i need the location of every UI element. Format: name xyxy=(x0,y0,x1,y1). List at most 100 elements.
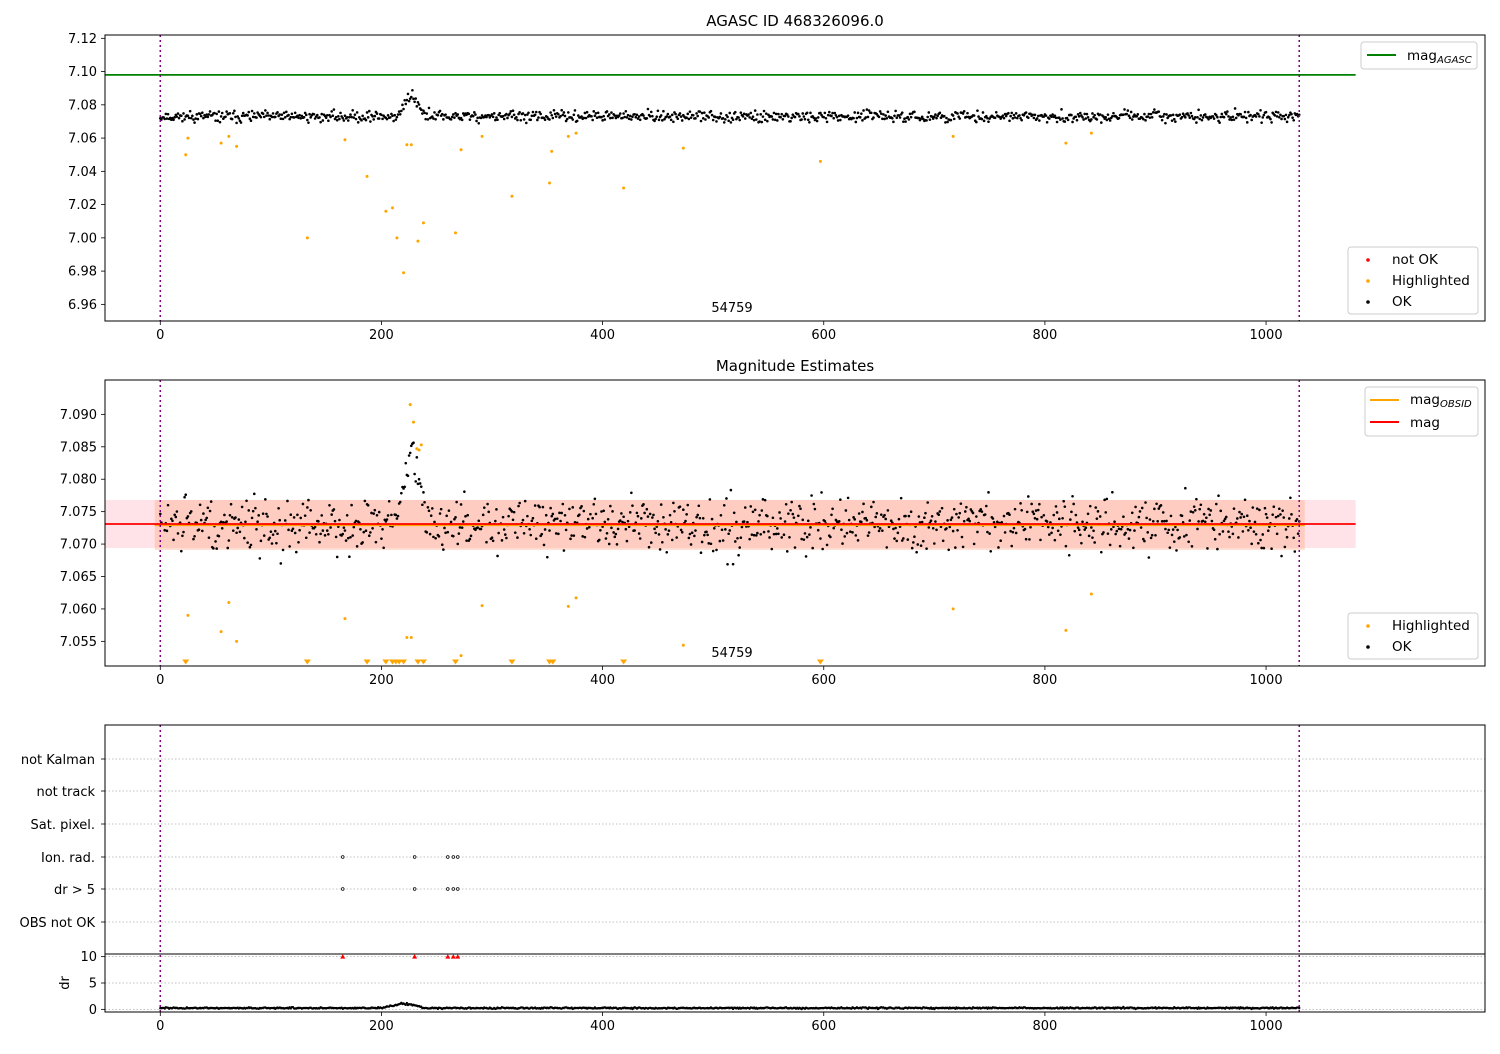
below-range-marker xyxy=(303,659,311,665)
ok-point xyxy=(866,115,870,119)
ok-point xyxy=(1172,540,1176,543)
ok-point xyxy=(933,542,936,545)
ok-point xyxy=(364,118,368,122)
ok-point xyxy=(465,539,468,542)
ok-point xyxy=(1103,498,1106,502)
ok-point xyxy=(754,118,758,121)
ok-point xyxy=(997,546,1000,549)
ok-point xyxy=(1149,536,1153,540)
ok-point xyxy=(592,110,596,113)
ok-point xyxy=(1086,512,1090,516)
ok-point xyxy=(382,546,385,550)
ok-point xyxy=(705,530,708,534)
ok-point xyxy=(402,107,405,111)
ok-point xyxy=(1081,115,1084,119)
ok-point xyxy=(189,116,193,120)
ok-point xyxy=(1011,530,1015,534)
ok-point xyxy=(726,562,729,566)
ok-point xyxy=(1295,112,1299,116)
ok-point xyxy=(1154,533,1157,537)
ok-point xyxy=(1263,506,1267,510)
ok-point xyxy=(487,510,491,514)
ok-point xyxy=(885,117,889,120)
highlighted-point xyxy=(1064,628,1068,632)
ok-point xyxy=(653,527,656,531)
ok-point xyxy=(553,112,557,116)
ok-point xyxy=(721,539,725,542)
ok-point xyxy=(919,544,923,547)
ok-point xyxy=(858,116,862,119)
ok-point xyxy=(1252,530,1256,533)
ok-point xyxy=(980,117,984,121)
ok-point xyxy=(895,116,899,120)
ok-point xyxy=(594,512,598,516)
ok-point xyxy=(1199,503,1203,507)
ok-point xyxy=(475,119,478,123)
ok-point xyxy=(432,535,435,539)
ok-point xyxy=(1242,515,1246,519)
ok-point xyxy=(760,509,764,512)
ok-point xyxy=(678,505,682,508)
highlighted-point xyxy=(550,149,554,153)
ok-point xyxy=(414,480,418,483)
ok-point xyxy=(663,117,666,121)
ok-point xyxy=(841,542,844,545)
ok-point xyxy=(304,536,308,540)
agasc-point-legend: not OK Highlighted OK xyxy=(1347,246,1479,315)
ok-point xyxy=(939,116,943,119)
ok-point xyxy=(1129,110,1133,114)
ok-point xyxy=(567,111,570,114)
ok-point xyxy=(921,117,925,121)
ok-point xyxy=(442,548,445,551)
ok-point xyxy=(793,115,797,119)
ok-point xyxy=(1273,114,1277,117)
ok-point xyxy=(338,117,341,121)
ok-point xyxy=(622,515,625,519)
ok-point xyxy=(661,119,664,122)
ok-point xyxy=(208,110,212,113)
ok-point xyxy=(1171,113,1175,117)
ok-point xyxy=(801,518,805,522)
ok-point xyxy=(312,112,316,116)
ok-point xyxy=(464,515,467,518)
ok-point xyxy=(785,113,789,116)
ok-point xyxy=(417,103,421,106)
ok-point xyxy=(391,114,394,118)
ok-point xyxy=(510,115,514,119)
ok-point xyxy=(1039,538,1042,542)
ok-point xyxy=(808,121,811,124)
ok-point xyxy=(518,110,521,114)
ok-point xyxy=(854,120,858,124)
p2-xtick-label: 800 xyxy=(1032,673,1057,688)
ok-point xyxy=(609,504,612,508)
ok-point xyxy=(835,115,839,119)
ok-point xyxy=(279,117,283,121)
ok-point xyxy=(627,117,631,121)
ok-point xyxy=(656,109,660,113)
ok-point xyxy=(1091,112,1094,115)
ok-point xyxy=(172,118,175,122)
ok-point xyxy=(757,520,760,523)
ok-point xyxy=(278,518,282,522)
ok-point xyxy=(715,548,718,552)
ok-point xyxy=(603,118,607,121)
dr-clipped-marker xyxy=(340,954,346,959)
ok-point xyxy=(1102,531,1105,534)
ok-point xyxy=(265,512,268,516)
ok-point xyxy=(416,482,420,486)
ok-point xyxy=(894,109,897,113)
ok-point xyxy=(249,119,253,123)
p1-xtick-label: 400 xyxy=(590,328,615,343)
ok-point xyxy=(630,491,633,495)
ok-point xyxy=(1014,112,1018,115)
ok-point xyxy=(463,490,466,493)
ok-point xyxy=(390,513,393,517)
ok-point xyxy=(1081,520,1084,524)
ok-point xyxy=(386,514,390,517)
ok-point xyxy=(252,492,256,496)
ok-point xyxy=(987,491,990,494)
ok-point xyxy=(732,511,736,515)
ok-point xyxy=(516,536,519,539)
ok-point xyxy=(731,118,735,122)
